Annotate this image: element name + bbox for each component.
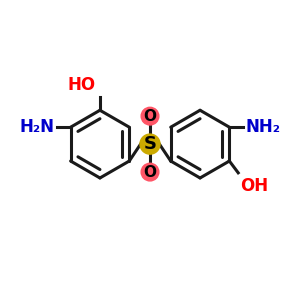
Circle shape: [141, 107, 159, 125]
Circle shape: [141, 163, 159, 181]
Text: S: S: [143, 135, 157, 153]
Circle shape: [140, 134, 160, 154]
Text: H₂N: H₂N: [20, 118, 54, 136]
Text: O: O: [143, 165, 157, 180]
Text: OH: OH: [240, 177, 268, 195]
Text: NH₂: NH₂: [246, 118, 280, 136]
Text: HO: HO: [68, 76, 95, 94]
Text: O: O: [143, 109, 157, 124]
